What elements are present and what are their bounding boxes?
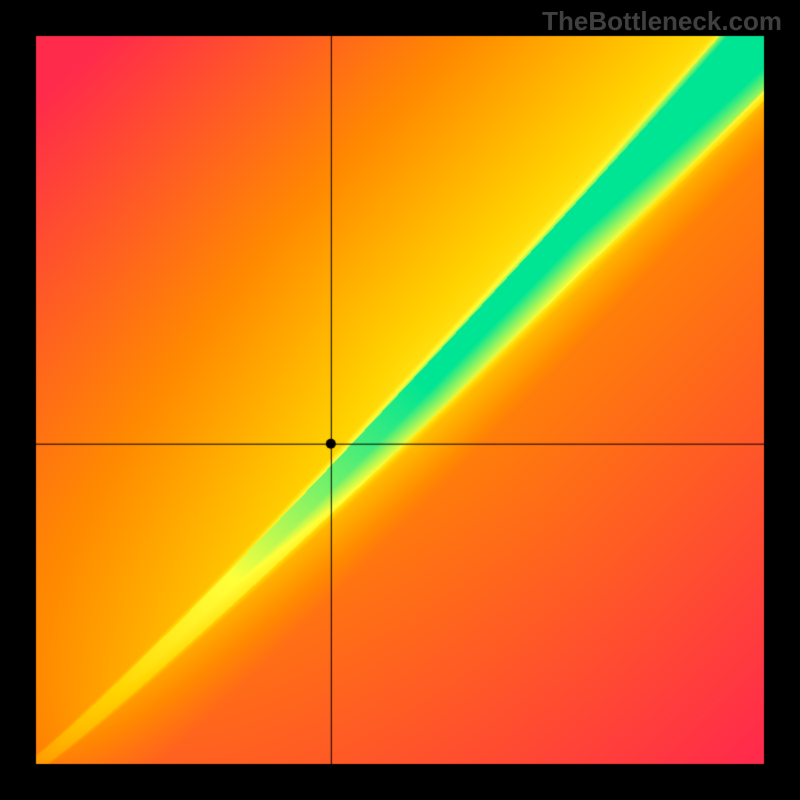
chart-container: TheBottleneck.com bbox=[0, 0, 800, 800]
watermark-label: TheBottleneck.com bbox=[542, 6, 782, 37]
bottleneck-heatmap-chart bbox=[0, 0, 800, 800]
